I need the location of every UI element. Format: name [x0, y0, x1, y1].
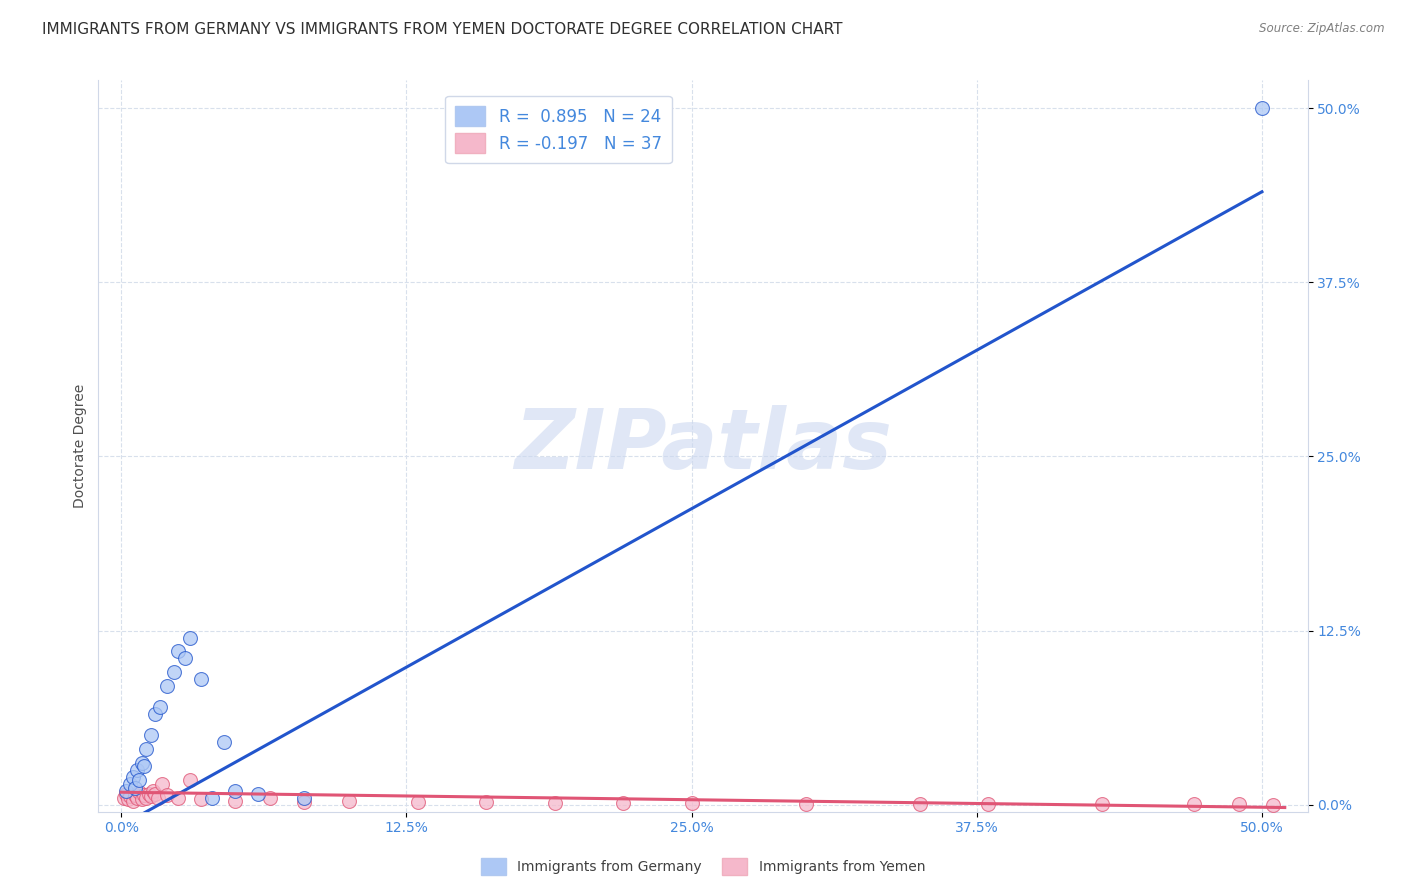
Point [132, 788, 155, 802]
Point [406, 795, 429, 809]
Point [149, 700, 172, 714]
Point [292, 795, 315, 809]
Point [1091, 797, 1114, 812]
Point [114, 787, 136, 801]
Point [224, 794, 246, 808]
Point [117, 792, 139, 806]
Point [794, 797, 817, 811]
Point [120, 789, 142, 804]
Y-axis label: Doctorate Degree: Doctorate Degree [73, 384, 87, 508]
Text: ZIPatlas: ZIPatlas [515, 406, 891, 486]
Point [114, 784, 136, 798]
Point [908, 797, 931, 811]
Point [167, 644, 190, 658]
Point [121, 794, 143, 808]
Point [977, 797, 1000, 811]
Point [131, 792, 153, 806]
Point [167, 790, 190, 805]
Point [139, 789, 162, 804]
Point [150, 777, 173, 791]
Point [121, 770, 143, 784]
Point [247, 787, 270, 801]
Point [127, 763, 149, 777]
Point [1182, 797, 1205, 812]
Point [612, 797, 634, 811]
Point [135, 790, 157, 805]
Point [179, 772, 201, 787]
Point [544, 796, 567, 810]
Point [1263, 797, 1285, 812]
Point [146, 790, 169, 805]
Point [190, 673, 212, 687]
Point [138, 787, 160, 801]
Point [132, 758, 155, 772]
Point [156, 788, 179, 802]
Point [135, 742, 157, 756]
Point [681, 797, 703, 811]
Point [292, 790, 315, 805]
Point [124, 780, 146, 795]
Point [156, 679, 179, 693]
Point [131, 756, 153, 770]
Point [179, 631, 201, 645]
Point [145, 707, 167, 722]
Point [259, 790, 281, 805]
Point [1227, 797, 1250, 812]
Point [145, 787, 167, 801]
Point [212, 735, 235, 749]
Point [120, 777, 142, 791]
Point [139, 728, 162, 742]
Point [127, 790, 149, 805]
Point [128, 772, 150, 787]
Point [190, 792, 212, 806]
Point [112, 790, 135, 805]
Point [163, 665, 186, 680]
Text: IMMIGRANTS FROM GERMANY VS IMMIGRANTS FROM YEMEN DOCTORATE DEGREE CORRELATION CH: IMMIGRANTS FROM GERMANY VS IMMIGRANTS FR… [42, 22, 842, 37]
Legend: Immigrants from Germany, Immigrants from Yemen: Immigrants from Germany, Immigrants from… [475, 853, 931, 880]
Legend: R =  0.895   N = 24, R = -0.197   N = 37: R = 0.895 N = 24, R = -0.197 N = 37 [446, 96, 672, 163]
Point [174, 651, 197, 665]
Point [224, 784, 246, 798]
Point [142, 784, 165, 798]
Text: Source: ZipAtlas.com: Source: ZipAtlas.com [1260, 22, 1385, 36]
Point [124, 788, 146, 802]
Point [201, 790, 224, 805]
Point [337, 794, 360, 808]
Point [1251, 101, 1274, 115]
Point [128, 785, 150, 799]
Point [475, 795, 498, 809]
